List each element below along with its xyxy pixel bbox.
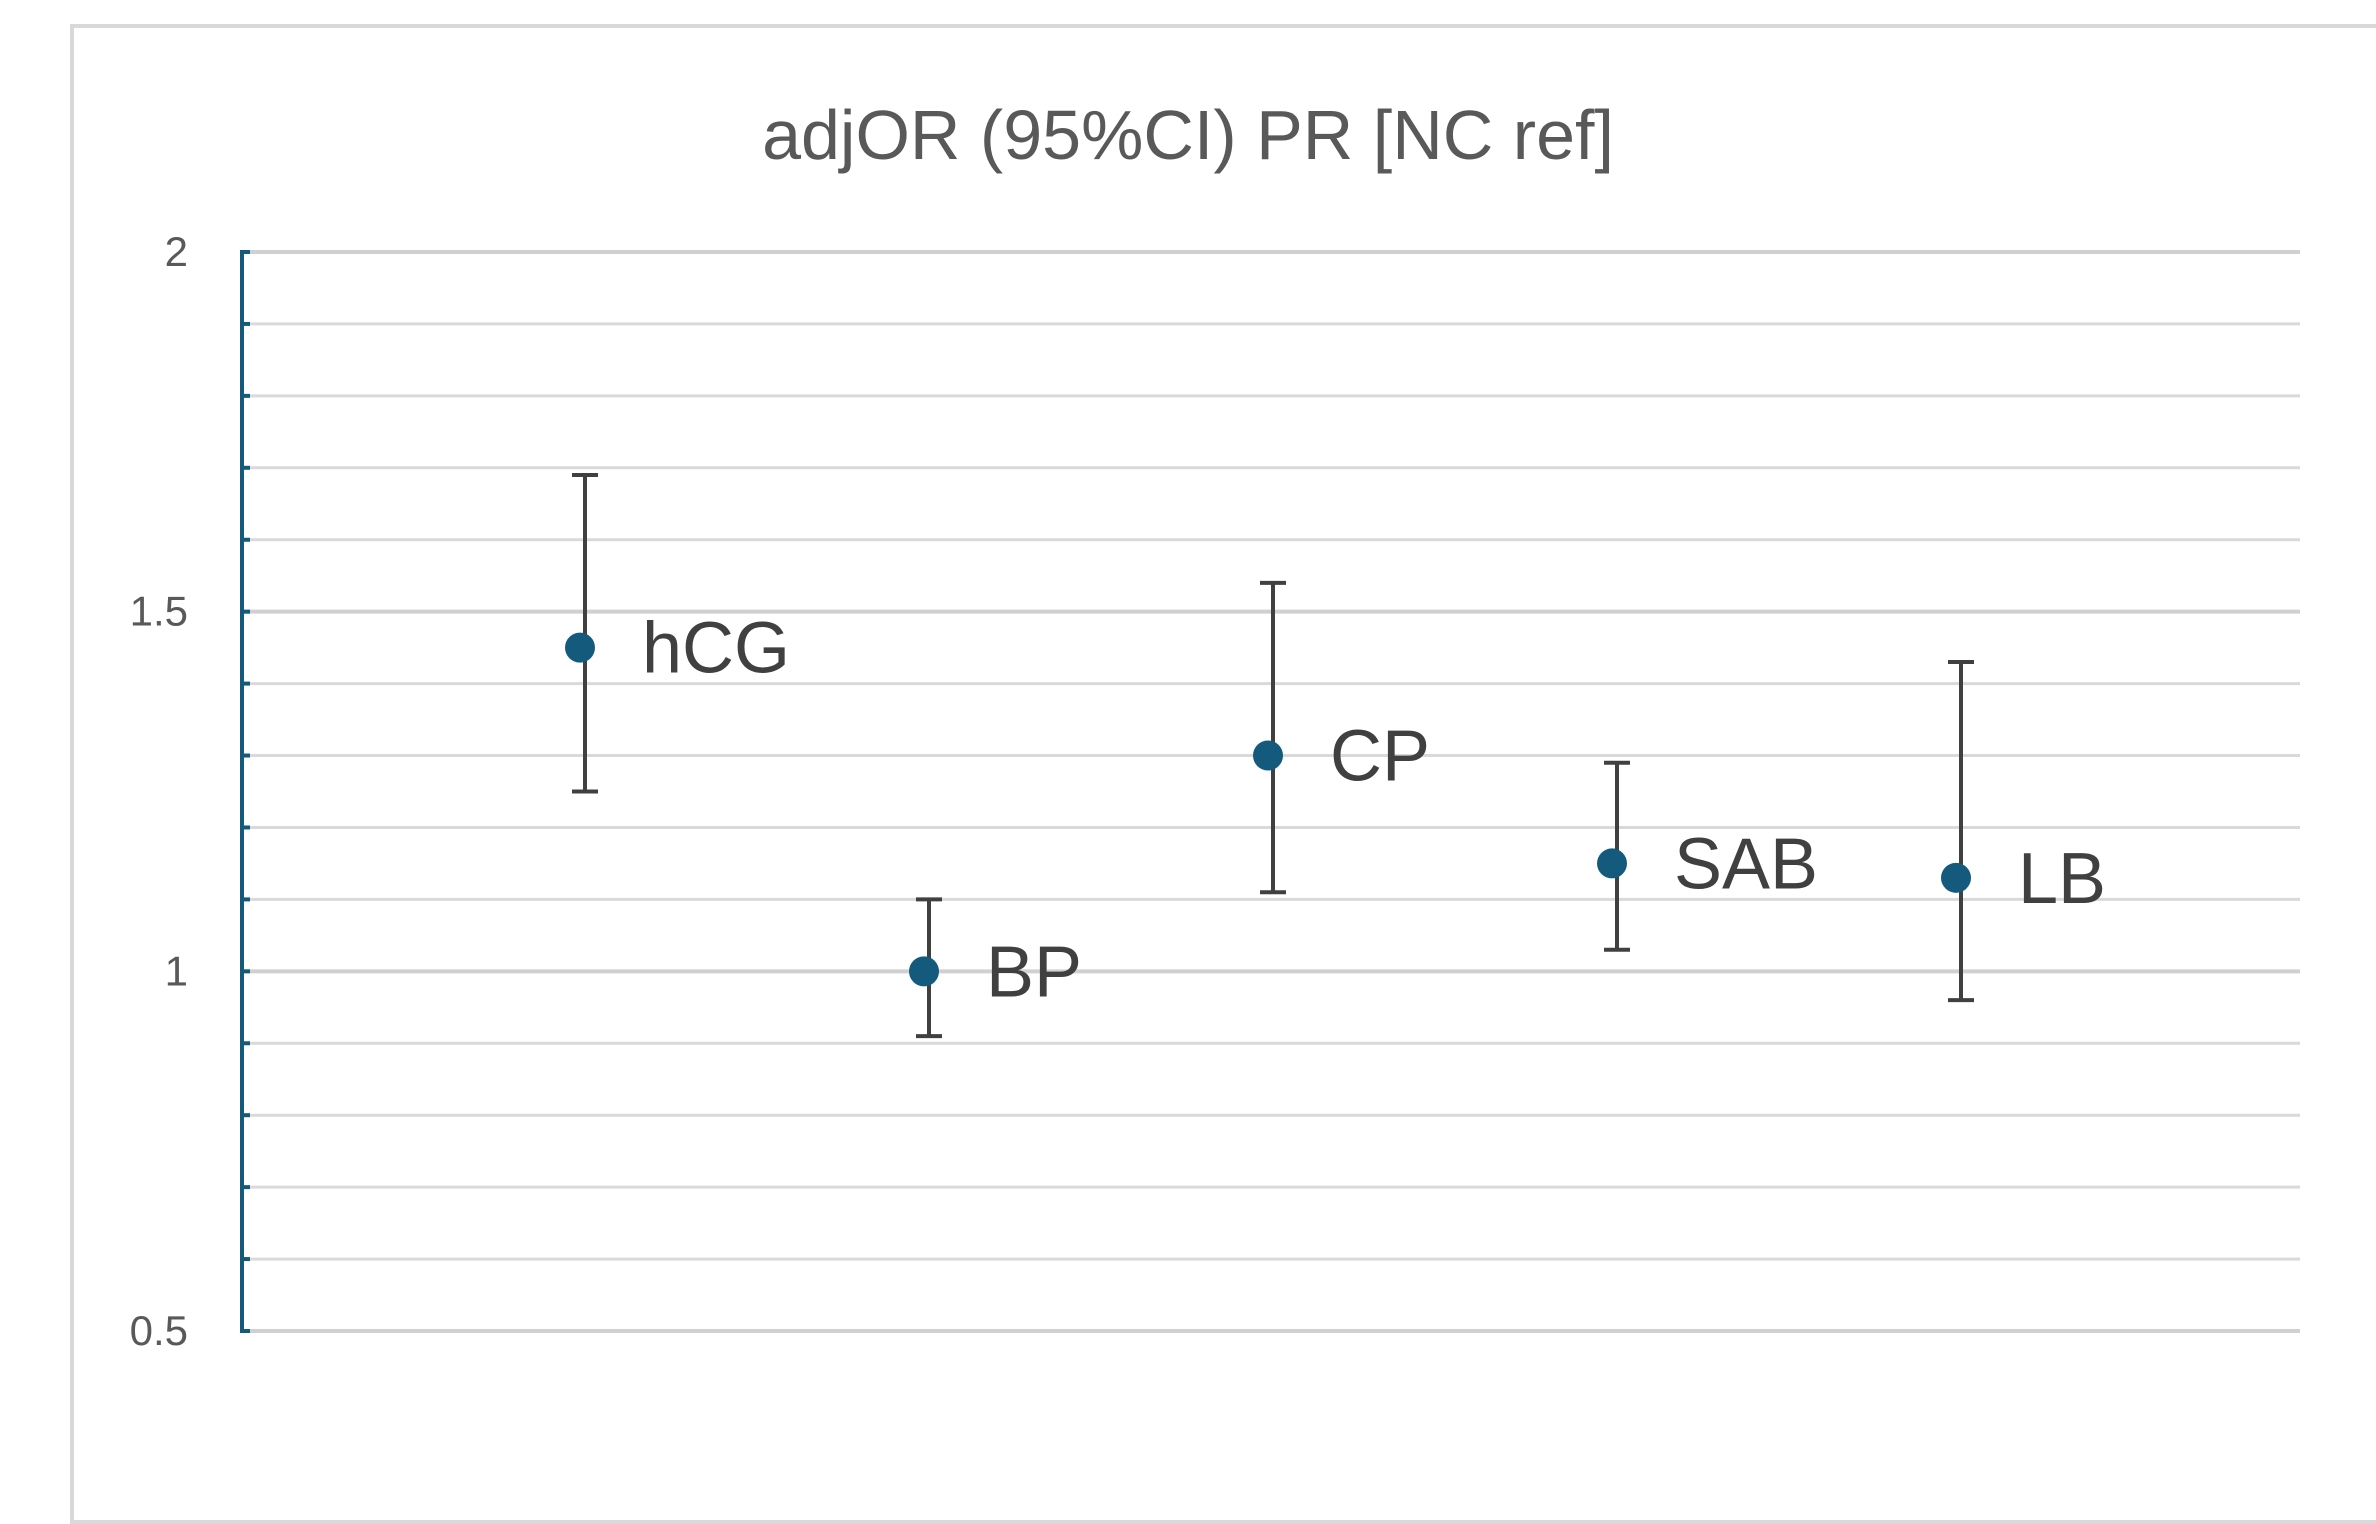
data-label: SAB xyxy=(1674,824,1818,904)
data-label: hCG xyxy=(642,609,790,689)
data-label: LB xyxy=(2018,839,2106,919)
data-point-hcg xyxy=(565,632,595,663)
data-point-bp xyxy=(909,956,939,987)
data-label: BP xyxy=(986,932,1082,1012)
chart-title: adjOR (95%CI) PR [NC ref] xyxy=(762,96,1614,174)
y-tick-label: 1.5 xyxy=(130,588,188,635)
y-tick-label: 2 xyxy=(165,228,188,275)
y-tick-label: 1 xyxy=(165,947,188,994)
data-label: CP xyxy=(1330,717,1430,797)
y-tick-label: 0.5 xyxy=(130,1307,188,1354)
data-point-lb xyxy=(1941,862,1971,893)
data-point-sab xyxy=(1597,848,1627,879)
data-point-cp xyxy=(1253,740,1283,771)
chart-area xyxy=(70,24,2376,1524)
